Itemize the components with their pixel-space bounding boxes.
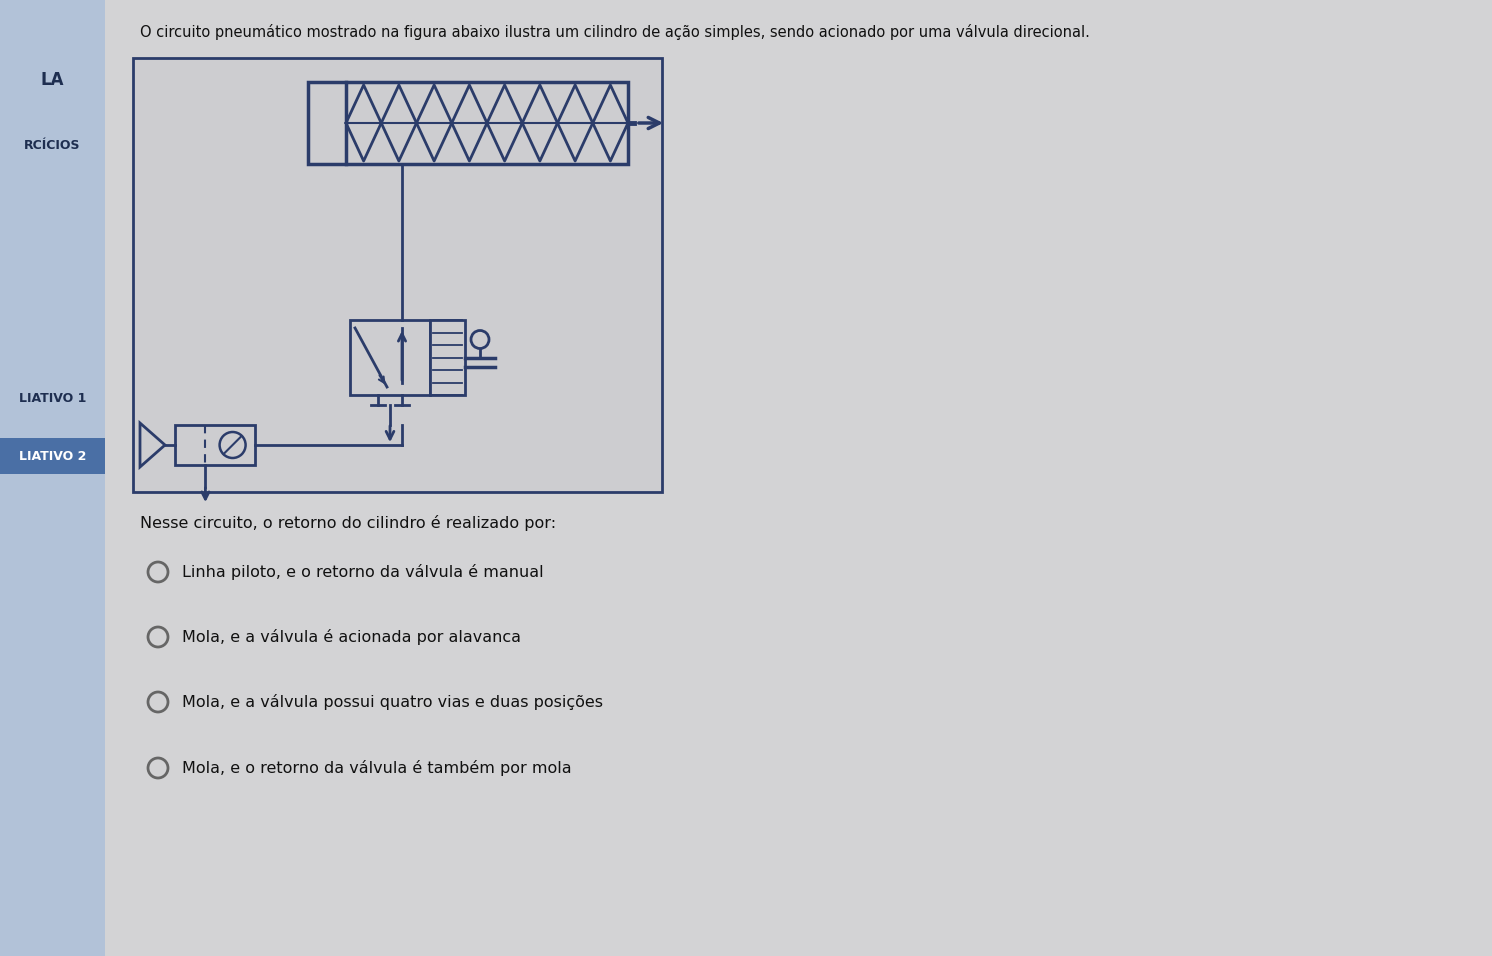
Bar <box>430 320 466 395</box>
Bar <box>175 425 255 465</box>
Text: O circuito pneumático mostrado na figura abaixo ilustra um cilindro de ação simp: O circuito pneumático mostrado na figura… <box>140 24 1089 40</box>
Text: RCÍCIOS: RCÍCIOS <box>24 139 81 151</box>
Text: LA: LA <box>40 71 64 89</box>
Text: Mola, e a válvula é acionada por alavanca: Mola, e a válvula é acionada por alavanc… <box>182 629 521 645</box>
Text: LIATIVO 1: LIATIVO 1 <box>19 392 87 404</box>
Text: Nesse circuito, o retorno do cilindro é realizado por:: Nesse circuito, o retorno do cilindro é … <box>140 515 557 531</box>
Text: Linha piloto, e o retorno da válvula é manual: Linha piloto, e o retorno da válvula é m… <box>182 564 543 580</box>
Bar <box>0 438 104 474</box>
Bar <box>307 82 628 164</box>
Bar <box>0 0 104 956</box>
Bar <box>351 320 430 395</box>
Text: Mola, e a válvula possui quatro vias e duas posições: Mola, e a válvula possui quatro vias e d… <box>182 694 603 710</box>
Text: LIATIVO 2: LIATIVO 2 <box>19 449 87 463</box>
Bar <box>133 58 662 492</box>
Text: Mola, e o retorno da válvula é também por mola: Mola, e o retorno da válvula é também po… <box>182 760 571 776</box>
